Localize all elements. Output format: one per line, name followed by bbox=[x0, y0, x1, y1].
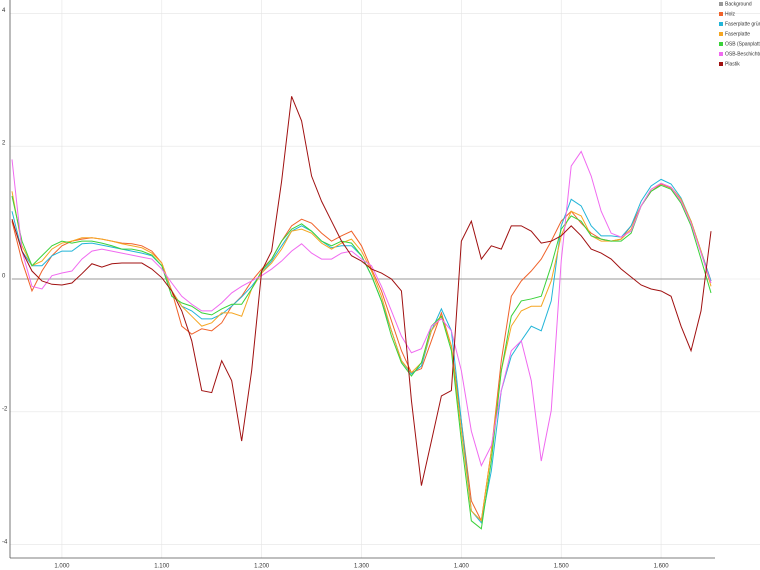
legend-swatch bbox=[719, 22, 723, 26]
x-tick-label: 1.400 bbox=[454, 564, 470, 570]
y-tick-label: 0 bbox=[2, 274, 6, 280]
legend-label: Background bbox=[725, 1, 752, 7]
legend-swatch bbox=[719, 52, 723, 56]
series-line bbox=[11, 96, 712, 486]
y-tick-label: 4 bbox=[2, 8, 6, 14]
legend-label: Faserplatte bbox=[725, 31, 750, 37]
series-line bbox=[11, 182, 712, 522]
legend-swatch bbox=[719, 62, 723, 66]
y-tick-label: -4 bbox=[2, 539, 8, 545]
legend-swatch bbox=[719, 42, 723, 46]
y-tick-label: 2 bbox=[2, 141, 6, 147]
x-tick-label: 1.000 bbox=[54, 564, 70, 570]
legend-label: Faserplatte grün bbox=[725, 21, 760, 27]
x-tick-label: 1.600 bbox=[654, 564, 670, 570]
x-tick-label: 1.100 bbox=[154, 564, 170, 570]
legend-label: Plastik bbox=[725, 61, 740, 67]
x-tick-label: 1.300 bbox=[354, 564, 370, 570]
legend-swatch bbox=[719, 12, 723, 16]
y-tick-label: -2 bbox=[2, 406, 8, 412]
x-tick-label: 1.500 bbox=[554, 564, 570, 570]
x-tick-label: 1.200 bbox=[254, 564, 270, 570]
legend-swatch bbox=[719, 2, 723, 6]
legend-label: OSB-Beschichtung bbox=[725, 51, 760, 57]
legend-swatch bbox=[719, 32, 723, 36]
series-line bbox=[11, 184, 712, 530]
series-line bbox=[11, 150, 712, 468]
legend-label: Holz bbox=[725, 11, 736, 17]
series-line bbox=[11, 183, 712, 523]
legend-label: OSB (Spanplatte) bbox=[725, 41, 760, 47]
